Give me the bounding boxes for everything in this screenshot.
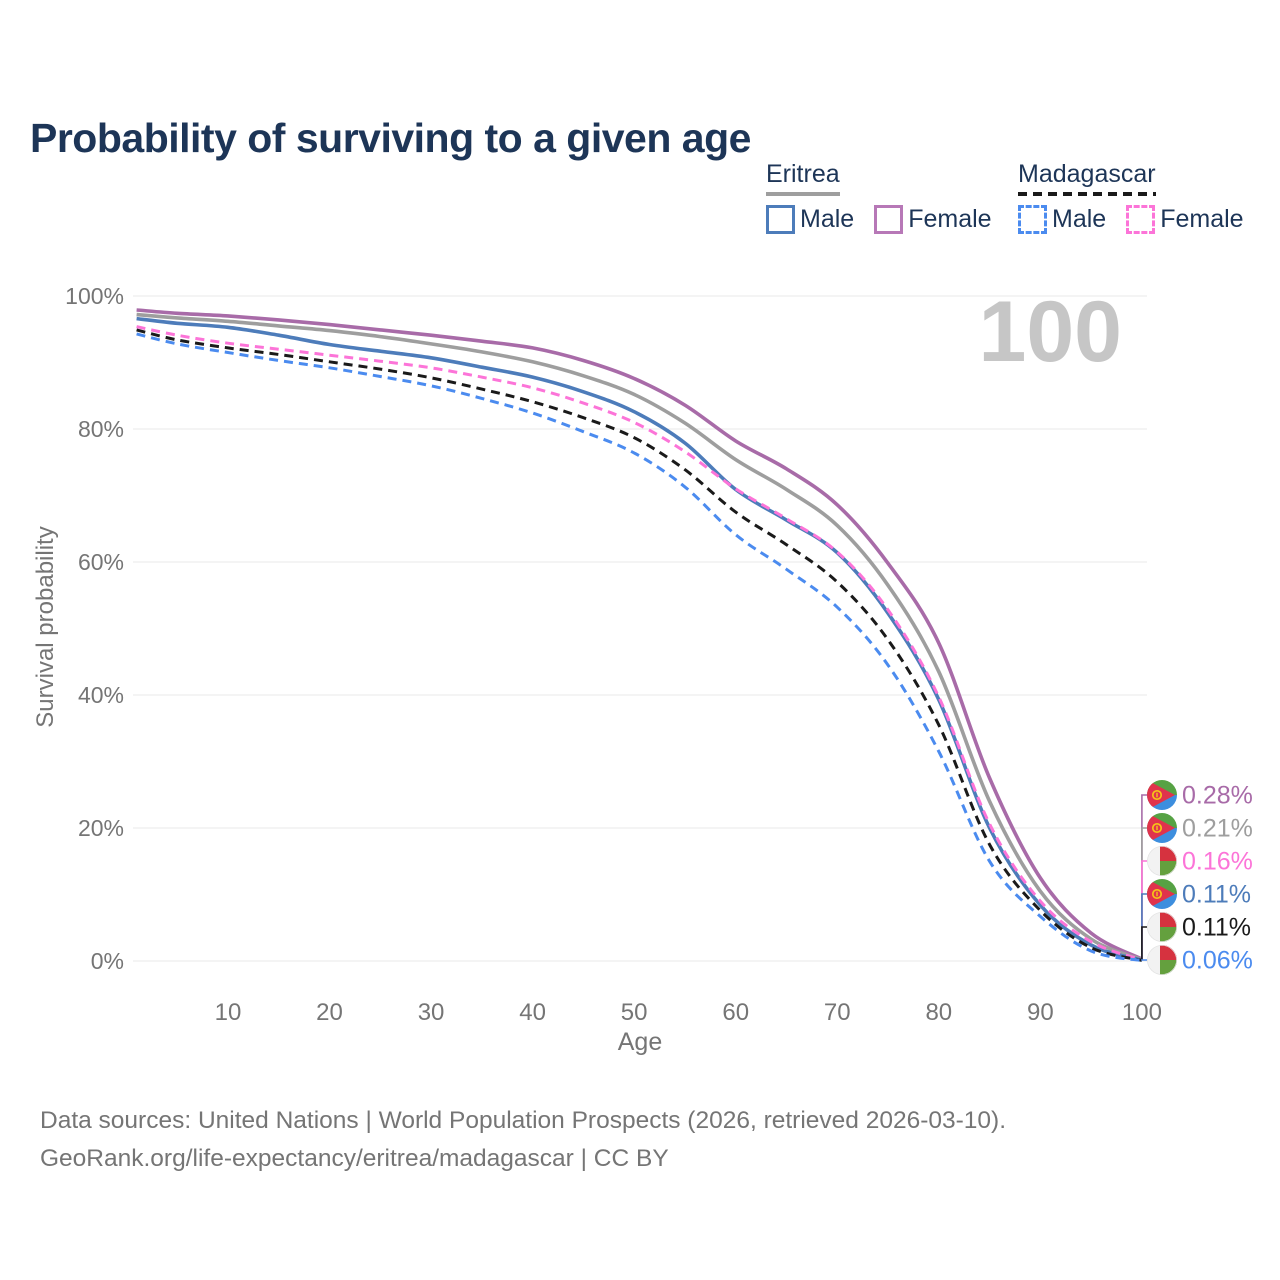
end-value-label: 0.28% bbox=[1182, 782, 1253, 810]
legend-country-madagascar: Madagascar bbox=[1018, 160, 1156, 196]
end-value-label: 0.06% bbox=[1182, 947, 1253, 975]
end-value-label: 0.11% bbox=[1182, 914, 1251, 942]
legend-country-label: Eritrea bbox=[766, 160, 840, 188]
eritrea-flag-icon bbox=[1147, 780, 1177, 810]
eritrea-male-swatch-icon bbox=[766, 205, 795, 234]
legend-group-eritrea: Eritrea Male Female bbox=[766, 160, 992, 234]
x-tick-label: 60 bbox=[722, 999, 749, 1026]
series-line-madagascar-both-sexes[interactable] bbox=[136, 328, 1143, 962]
madagascar-flag-icon bbox=[1147, 846, 1177, 876]
legend-item-madagascar-male[interactable]: Male bbox=[1018, 205, 1106, 234]
x-tick-label: 40 bbox=[519, 999, 546, 1026]
data-sources-line: Data sources: United Nations | World Pop… bbox=[40, 1107, 1007, 1134]
x-tick-label: 70 bbox=[824, 999, 851, 1026]
madagascar-flag-icon bbox=[1147, 912, 1177, 942]
x-tick-label: 10 bbox=[215, 999, 242, 1026]
x-tick-label: 20 bbox=[316, 999, 343, 1026]
eritrea-line-style-swatch bbox=[766, 192, 840, 196]
madagascar-line-style-swatch bbox=[1018, 192, 1156, 196]
y-tick-label: 40% bbox=[78, 682, 124, 708]
eritrea-flag-icon bbox=[1147, 879, 1177, 909]
eritrea-female-swatch-icon bbox=[874, 205, 904, 234]
y-tick-label: 20% bbox=[78, 815, 124, 841]
y-axis-title: Survival probability bbox=[32, 526, 59, 728]
legend-group-madagascar: Madagascar Male Female bbox=[1018, 160, 1244, 234]
series-line-madagascar-male[interactable] bbox=[136, 332, 1143, 963]
madagascar-female-swatch-icon bbox=[1126, 205, 1156, 234]
connector-line bbox=[1141, 959, 1147, 961]
legend-item-label: Male bbox=[1052, 205, 1107, 233]
attribution-line: GeoRank.org/life-expectancy/eritrea/mada… bbox=[40, 1145, 669, 1172]
legend-item-label: Male bbox=[800, 205, 855, 233]
series-line-eritrea-male[interactable] bbox=[136, 316, 1143, 963]
end-value-label: 0.21% bbox=[1182, 815, 1253, 843]
page-title: Probability of surviving to a given age bbox=[30, 115, 751, 162]
age-counter-watermark: 100 bbox=[978, 284, 1123, 380]
madagascar-male-swatch-icon bbox=[1018, 205, 1047, 234]
y-tick-label: 80% bbox=[78, 416, 124, 442]
legend-country-label: Madagascar bbox=[1018, 160, 1156, 188]
end-value-label: 0.16% bbox=[1182, 848, 1253, 876]
series-line-madagascar-female[interactable] bbox=[136, 325, 1143, 962]
x-tick-label: 50 bbox=[621, 999, 648, 1026]
y-tick-label: 60% bbox=[78, 549, 124, 575]
legend-item-madagascar-female[interactable]: Female bbox=[1126, 205, 1244, 234]
legend-item-label: Female bbox=[908, 205, 992, 233]
series-line-eritrea-both-sexes[interactable] bbox=[136, 312, 1143, 962]
y-tick-label: 100% bbox=[65, 283, 124, 309]
x-axis-title: Age bbox=[617, 1028, 663, 1056]
madagascar-flag-icon bbox=[1147, 945, 1177, 975]
footer: Data sources: United Nations | World Pop… bbox=[40, 1102, 1006, 1178]
legend-item-eritrea-male[interactable]: Male bbox=[766, 205, 854, 234]
eritrea-flag-icon bbox=[1147, 813, 1177, 843]
end-value-label: 0.11% bbox=[1182, 881, 1251, 909]
legend-item-eritrea-female[interactable]: Female bbox=[874, 205, 992, 234]
legend-country-eritrea: Eritrea bbox=[766, 160, 840, 196]
x-tick-label: 30 bbox=[418, 999, 445, 1026]
x-tick-label: 90 bbox=[1027, 999, 1054, 1026]
connector-line bbox=[1141, 926, 1147, 961]
y-tick-label: 0% bbox=[91, 948, 124, 974]
x-tick-label: 100 bbox=[1122, 999, 1162, 1026]
x-tick-label: 80 bbox=[925, 999, 952, 1026]
legend-item-label: Female bbox=[1160, 205, 1244, 233]
series-line-eritrea-female[interactable] bbox=[136, 308, 1143, 961]
